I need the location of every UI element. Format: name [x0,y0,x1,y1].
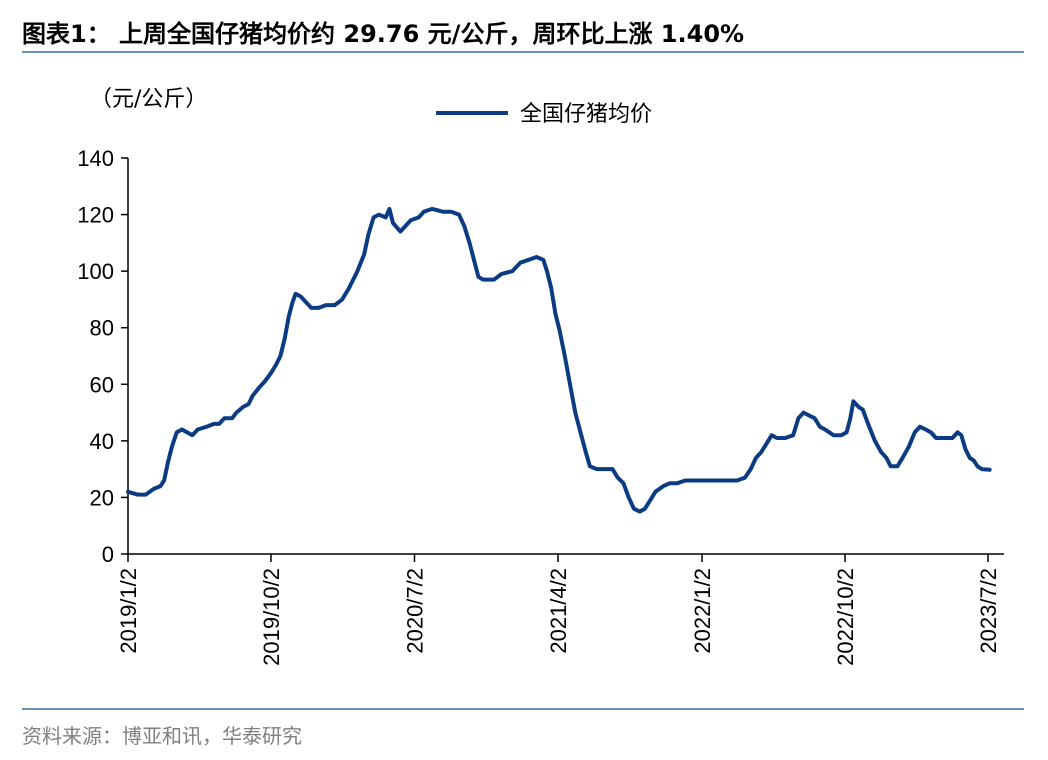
x-tick-label: 2019/1/2 [116,568,141,654]
y-unit-label: （元/公斤） [90,87,207,112]
x-tick-label: 2022/1/2 [690,568,715,654]
x-tick-label: 2019/10/2 [259,568,284,666]
y-tick-label: 20 [90,485,114,510]
y-tick-label: 80 [90,316,114,341]
y-tick-label: 60 [90,372,114,397]
x-tick-label: 2022/10/2 [833,568,858,666]
page-title: 图表1： 上周全国仔猪均价约 29.76 元/公斤，周环比上涨 1.40% [22,20,745,48]
y-tick-label: 40 [90,429,114,454]
x-tick-label: 2020/7/2 [402,568,427,654]
legend-label: 全国仔猪均价 [520,102,652,127]
x-ticks: 2019/1/2 2019/10/2 2020/7/2 2021/4/2 2022/1/… [116,554,1001,666]
y-tick-label: 0 [102,542,114,567]
chart-area: （元/公斤） 全国仔猪均价 0 20 40 60 80 100 120 140 2019/1/… [77,87,1004,666]
x-tick-label: 2023/7/2 [976,568,1001,654]
y-ticks: 0 20 40 60 80 100 120 140 [77,146,128,567]
y-tick-label: 120 [77,203,114,228]
series-line-0 [126,206,992,514]
footer-divider [22,708,1024,710]
source-note: 资料来源：博亚和讯，华泰研究 [22,724,302,748]
y-tick-label: 140 [77,146,114,171]
series-layer [126,206,992,514]
title-divider [22,51,1024,53]
y-tick-label: 100 [77,259,114,284]
x-tick-label: 2021/4/2 [546,568,571,654]
